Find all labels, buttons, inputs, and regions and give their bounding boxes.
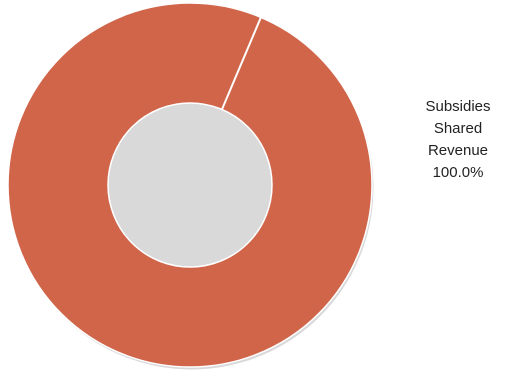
donut-slices <box>7 2 374 370</box>
slice-percent-label: 100.0% <box>432 164 484 181</box>
slice-seam-0 <box>221 16 262 110</box>
slice-label-line-3: Revenue <box>427 142 489 159</box>
slice-label-line-1: Subsidies <box>425 98 491 115</box>
slice-label-line-2: Shared <box>433 120 483 137</box>
donut-slice-0 <box>7 2 373 368</box>
slice-data-label: Subsidies Shared Revenue 100.0% <box>408 96 508 184</box>
